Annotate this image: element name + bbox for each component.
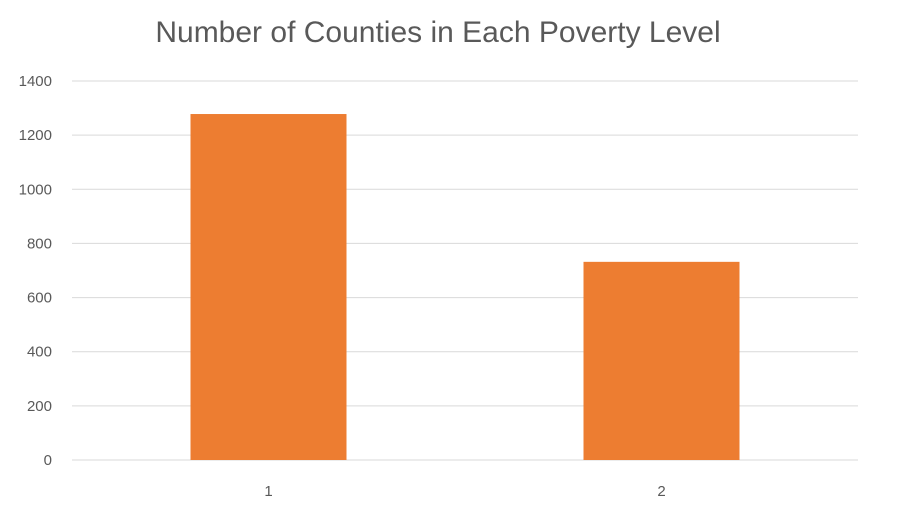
bars [190, 114, 740, 460]
y-tick-label: 1200 [19, 127, 52, 144]
bar-1 [190, 114, 347, 460]
y-tick-label: 400 [27, 344, 52, 361]
y-tick-label: 600 [27, 290, 52, 307]
gridlines [72, 80, 858, 461]
x-category-label: 2 [657, 483, 665, 500]
y-tick-label: 800 [27, 235, 52, 252]
y-tick-label: 1400 [19, 73, 52, 90]
x-category-label: 1 [264, 483, 272, 500]
y-axis-tick-labels: 0 200 400 600 800 1000 1200 1400 [19, 73, 52, 469]
y-tick-label: 0 [44, 452, 52, 469]
chart-title: Number of Counties in Each Poverty Level [155, 16, 720, 49]
y-tick-label: 200 [27, 398, 52, 415]
bar-2 [583, 261, 740, 460]
y-tick-label: 1000 [19, 181, 52, 198]
